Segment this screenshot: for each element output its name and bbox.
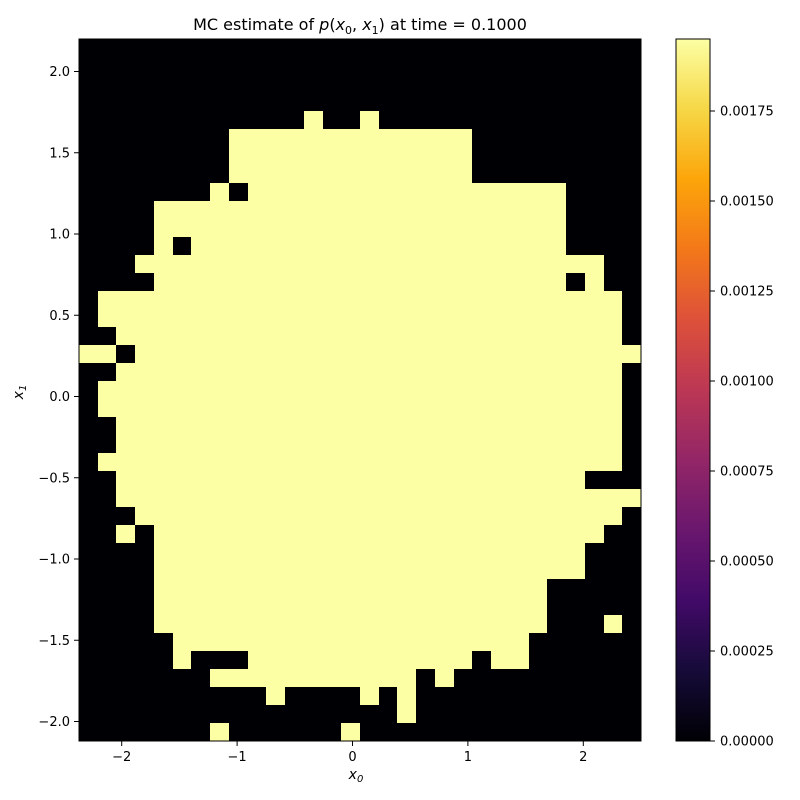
y-axis-label: x1 <box>11 385 29 401</box>
heatmap-cell <box>360 687 379 705</box>
heatmap-cell <box>116 489 641 507</box>
heatmap-cell <box>435 669 454 687</box>
colorbar-tick-label: 0.00100 <box>720 375 774 390</box>
heatmap-cell <box>79 345 116 363</box>
heatmap-cell <box>154 579 547 597</box>
heatmap-cell <box>173 633 529 651</box>
heatmap-cell <box>154 525 604 543</box>
heatmap-cell <box>210 723 229 741</box>
heatmap-cell <box>98 381 622 399</box>
heatmap-cell <box>116 327 622 345</box>
heatmap-cell <box>154 237 173 255</box>
y-axis-ticks: −2.0 −1.5 −1.0 −0.5 0.0 0.5 1.0 1.5 2.0 <box>38 65 79 730</box>
heatmap-cell <box>266 687 285 705</box>
heatmap-cell <box>210 669 416 687</box>
heatmap-cell <box>173 651 191 669</box>
colorbar-tick-label: 0.00150 <box>720 195 774 210</box>
heatmap-cells <box>79 111 641 741</box>
x-tick-label: 1 <box>464 750 472 765</box>
heatmap-cell <box>98 453 622 471</box>
heatmap-cell <box>491 651 529 669</box>
heatmap-cell <box>135 345 641 363</box>
heatmap-cell <box>304 111 323 129</box>
y-tick-label: −2.0 <box>38 715 70 730</box>
heatmap-cell <box>116 435 622 453</box>
heatmap-cell <box>116 471 585 489</box>
x-axis-ticks: −2 −1 0 1 2 <box>112 741 587 765</box>
plot-frame <box>78 38 642 742</box>
y-tick-label: 0.0 <box>49 390 70 405</box>
chart-title: MC estimate of p(x0, x1) at time = 0.100… <box>193 15 527 37</box>
heatmap-cell <box>98 399 622 417</box>
colorbar-ticks: 0.00000 0.00025 0.00050 0.00075 0.00100 0.001… <box>710 105 774 750</box>
heatmap-cell <box>154 597 547 615</box>
heatmap-cell <box>248 183 566 201</box>
heatmap-cell <box>98 309 622 327</box>
y-tick-label: 1.5 <box>49 146 70 161</box>
heatmap-cell <box>154 219 566 237</box>
x-tick-label: −2 <box>112 750 131 765</box>
colorbar-tick-label: 0.00125 <box>720 285 774 300</box>
heatmap-cell <box>154 615 547 633</box>
y-tick-label: 1.0 <box>49 228 70 243</box>
y-tick-label: −0.5 <box>38 471 70 486</box>
heatmap-cell <box>154 273 566 291</box>
heatmap-cell <box>135 507 622 525</box>
x-tick-label: −1 <box>228 750 247 765</box>
plot-area <box>78 38 642 742</box>
heatmap-cell <box>248 651 472 669</box>
colorbar-tick-label: 0.00025 <box>720 645 774 660</box>
heatmap-cell <box>154 201 566 219</box>
y-tick-label: −1.0 <box>38 553 70 568</box>
heatmap-cell <box>341 723 360 741</box>
heatmap-cell <box>229 165 472 183</box>
heatmap-cell <box>191 237 566 255</box>
heatmap-cell <box>360 111 379 129</box>
y-tick-label: 0.5 <box>49 309 70 324</box>
heatmap-cell <box>116 417 622 435</box>
heatmap-cell <box>229 129 472 147</box>
heatmap-cell <box>397 687 416 705</box>
heatmap-cell <box>585 273 604 291</box>
colorbar-tick-label: 0.00075 <box>720 465 774 480</box>
heatmap-cell <box>154 543 585 561</box>
heatmap-cell <box>397 705 416 723</box>
heatmap-cell <box>135 255 604 273</box>
heatmap-cell <box>116 363 622 381</box>
colorbar: 0.00000 0.00025 0.00050 0.00075 0.00100 0.001… <box>675 38 774 750</box>
heatmap-cell <box>604 615 622 633</box>
heatmap-cell <box>98 291 622 309</box>
heatmap-cell <box>116 525 135 543</box>
colorbar-tick-label: 0.00050 <box>720 555 774 570</box>
colorbar-gradient <box>675 38 711 742</box>
colorbar-tick-label: 0.00000 <box>720 735 774 750</box>
x-tick-label: 0 <box>348 750 356 765</box>
x-tick-label: 2 <box>579 750 587 765</box>
heatmap-cell <box>210 183 229 201</box>
colorbar-tick-label: 0.00175 <box>720 105 774 120</box>
heatmap-cell <box>229 147 472 165</box>
y-tick-label: −1.5 <box>38 634 70 649</box>
x-axis-label: x0 <box>348 767 364 785</box>
y-tick-label: 2.0 <box>49 65 70 80</box>
heatmap-cell <box>154 561 585 579</box>
